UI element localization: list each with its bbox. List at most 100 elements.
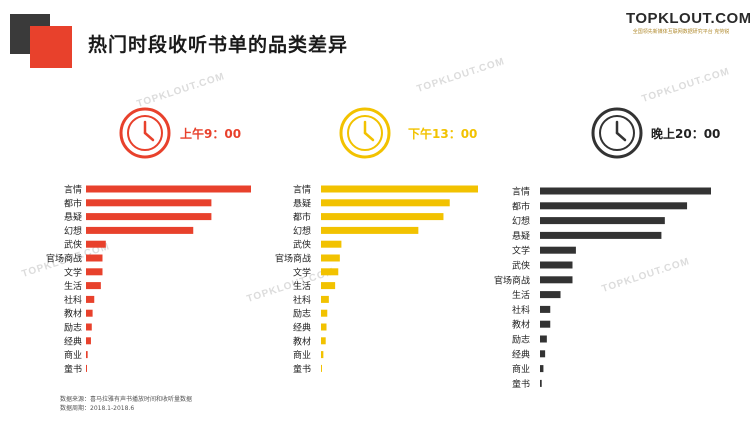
clock-hand-minute [615,131,627,142]
bar [321,240,342,248]
bar [86,199,212,207]
clock-icon-inner [347,115,383,151]
time-label: 上午9：00 [180,126,241,141]
bar [540,217,665,225]
bar [321,337,326,345]
clock-icon [119,107,171,159]
clock-icon-inner [599,115,635,151]
category-label: 经典 [64,335,82,347]
category-label: 悬疑 [64,212,82,223]
bar [540,305,551,313]
category-label: 都市 [64,197,82,209]
category-label: 官场商战 [46,253,82,265]
footer: 数据来源：喜马拉雅有声书播放时间和收听量数据 数据周期：2018.1-2018.… [60,395,192,413]
bar [86,268,103,276]
bar [540,202,688,210]
brand-subtitle: 全国领先新媒体互联网数据研究平台 克劳锐 [632,29,730,35]
category-label: 都市 [512,200,530,212]
bar [86,323,92,331]
bar [540,291,561,299]
bar [321,309,328,317]
category-label: 武侠 [512,260,530,272]
data-source: 数据来源：喜马拉雅有声书播放时间和收听量数据 [60,396,193,403]
bar [86,213,212,221]
category-label: 生活 [512,289,530,301]
bar [321,185,478,193]
clock-icon-inner [127,115,163,151]
category-label: 社科 [293,294,311,306]
bar [540,379,542,387]
category-label: 幻想 [64,225,82,237]
bar [86,351,88,359]
category-label: 言情 [512,186,530,198]
category-label: 社科 [512,304,530,316]
time-label: 晚上20：00 [651,126,720,141]
category-label: 生活 [64,280,82,292]
category-label: 社科 [64,294,82,306]
bar [540,246,576,254]
category-label: 经典 [512,348,530,360]
bar [540,320,551,328]
bar [86,282,101,290]
brand-name: TOPKLOUT.COM [626,10,750,27]
clock-icon [339,107,391,159]
category-label: 悬疑 [293,198,311,209]
category-label: 都市 [293,211,311,223]
clock-hand-minute [363,131,375,142]
category-label: 文学 [512,245,530,257]
time-label: 下午13：00 [408,126,477,141]
category-label: 武侠 [293,239,311,251]
bar [540,187,711,195]
bar [540,276,573,284]
category-label: 商业 [64,349,82,361]
brand-logo: TOPKLOUT.COM 全国领先新媒体互联网数据研究平台 克劳锐 [626,10,750,35]
category-label: 幻想 [293,225,311,237]
category-label: 武侠 [64,239,82,251]
bar [540,350,546,358]
category-label: 官场商战 [275,253,311,265]
bar [540,261,573,269]
category-label: 文学 [64,266,82,278]
category-label: 幻想 [512,215,530,227]
bar [86,185,251,193]
bar [321,295,329,303]
category-label: 教材 [293,335,311,347]
category-label: 童书 [293,363,311,375]
bar [86,240,106,248]
bar [540,365,544,373]
data-period: 数据周期：2018.1-2018.6 [60,405,135,412]
category-label: 言情 [64,184,82,196]
bar [86,295,95,303]
category-label: 教材 [64,308,82,320]
category-label: 励志 [293,308,311,320]
bar [321,282,336,290]
category-label: 经典 [293,322,311,334]
category-label: 商业 [293,349,311,361]
bar [321,226,419,234]
category-label: 商业 [512,363,530,375]
bar [321,323,327,331]
category-label: 官场商战 [494,274,530,286]
clock-icon [591,107,643,159]
category-label: 悬疑 [512,231,530,242]
bar [321,199,450,207]
bar [86,226,194,234]
bar [86,364,87,372]
page-title: 热门时段收听书单的品类差异 [88,34,349,56]
category-label: 童书 [64,363,82,375]
bar [86,337,91,345]
bar [321,268,339,276]
bar [86,309,93,317]
category-label: 生活 [293,280,311,292]
category-label: 励志 [512,334,530,346]
bar [321,254,340,262]
category-label: 教材 [512,319,530,331]
bar [540,231,662,239]
category-label: 文学 [293,266,311,278]
bar [321,364,322,372]
category-label: 言情 [293,184,311,196]
category-label: 励志 [64,322,82,334]
bar [321,351,324,359]
bar [321,213,444,221]
